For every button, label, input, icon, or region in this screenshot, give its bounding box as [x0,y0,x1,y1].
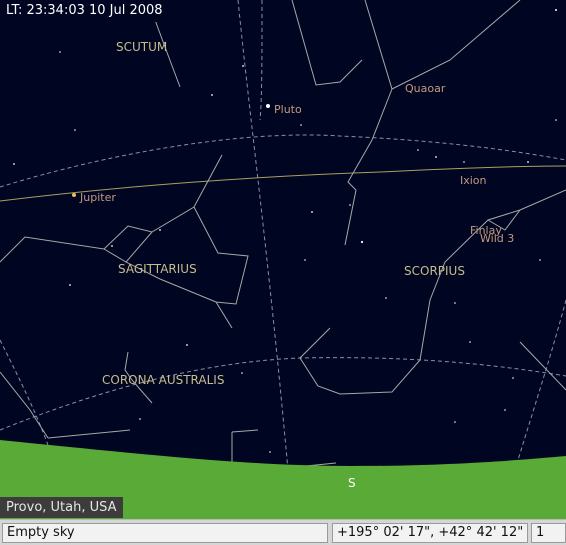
constellation-line [0,371,49,439]
grid-line [259,0,263,121]
wild3-label[interactable]: Wild 3 [480,232,514,245]
constellation-line [487,209,521,231]
location-label[interactable]: Provo, Utah, USA [0,497,123,518]
ixion-label[interactable]: Ixion [460,174,487,187]
constellation-line [47,429,131,439]
cardinal-south-label: S [348,476,356,490]
status-coordinates-field: +195° 02' 17", +42° 42' 12" [332,523,528,543]
constellation-name-scutum[interactable]: SCUTUM [116,40,167,54]
sky-map[interactable]: SCUTUM SAGITTARIUS SCORPIUS CORONA AUSTR… [0,0,566,519]
quaoar-label[interactable]: Quaoar [405,82,446,95]
pluto-marker[interactable] [266,104,270,108]
horizon-ground [0,440,566,519]
finlay-label[interactable]: Finlay [470,224,502,237]
status-object-field: Empty sky [2,523,328,543]
ecliptic-line [0,165,566,202]
constellation-line [519,341,566,391]
stars [13,9,557,453]
constellation-name-sagittarius[interactable]: SAGITTARIUS [118,262,197,276]
constellation-line [0,154,223,263]
grid-line [237,0,289,471]
pluto-label[interactable]: Pluto [274,103,302,116]
constellation-line [231,429,259,433]
constellation-line [291,0,363,86]
constellation-line [364,0,521,90]
constellation-name-scorpius[interactable]: SCORPIUS [404,264,465,278]
grid-line [0,339,49,446]
constellation-line [299,189,566,395]
constellation-line [215,301,233,329]
constellation-lines [0,0,566,470]
clock-display[interactable]: LT: 23:34:03 10 Jul 2008 [0,0,179,22]
grid-line [514,299,566,471]
constellation-line [103,231,153,263]
jupiter-label[interactable]: Jupiter [79,191,116,204]
jupiter-marker[interactable] [72,193,76,197]
constellation-line [125,206,249,305]
constellation-name-corona-australis[interactable]: CORONA AUSTRALIS [102,373,224,387]
constellation-line [154,19,181,88]
constellation-line [344,88,393,246]
grid-line [0,134,566,188]
status-bar: Empty sky +195° 02' 17", +42° 42' 12" 1 [0,519,566,545]
constellation-line [124,351,153,404]
status-zoom-field: 1 [531,523,566,543]
sky-chart: SCUTUM SAGITTARIUS SCORPIUS CORONA AUSTR… [0,0,566,519]
